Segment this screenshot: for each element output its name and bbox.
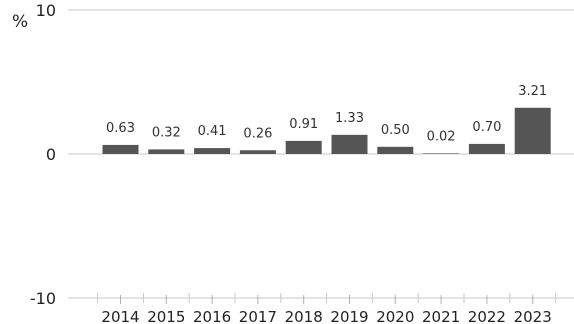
x-tick-label: 2023 (514, 308, 552, 324)
bar-2019 (331, 134, 368, 154)
data-label-2017: 0.26 (243, 126, 272, 141)
data-label-2020: 0.50 (381, 123, 410, 138)
data-label-2019: 1.33 (335, 111, 364, 126)
data-labels: 0.63 0.32 0.41 0.26 0.91 1.33 0.50 0.02 0.70 3.21 (106, 84, 547, 145)
bar-2014 (102, 144, 139, 154)
bar-2017 (239, 150, 276, 154)
bar-2022 (468, 143, 505, 154)
data-label-2023: 3.21 (518, 84, 547, 99)
data-label-2022: 0.70 (472, 120, 501, 135)
data-label-2018: 0.91 (289, 117, 318, 132)
data-label-2016: 0.41 (198, 124, 227, 139)
x-tick-label: 2017 (239, 308, 277, 324)
data-label-2021: 0.02 (427, 130, 456, 145)
x-tick-label: 2020 (376, 308, 414, 324)
y-tick-label: -10 (30, 289, 56, 308)
bar-2016 (194, 148, 231, 154)
bar-2018 (285, 140, 322, 154)
data-label-2014: 0.63 (106, 121, 135, 136)
bar-2020 (377, 146, 414, 154)
y-tick-label: 10 (36, 1, 56, 20)
bar-2021 (423, 153, 460, 154)
x-tick-label: 2022 (468, 308, 506, 324)
x-tick-label: 2016 (193, 308, 231, 324)
x-tick-label: 2015 (147, 308, 185, 324)
bars (102, 107, 551, 154)
x-ticks: 2014 2015 2016 2017 2018 2019 2020 2021 2022 2023 (97, 293, 557, 324)
x-tick-label: 2019 (330, 308, 368, 324)
bar-2015 (148, 149, 185, 154)
x-tick-label: 2021 (422, 308, 460, 324)
data-label-2015: 0.32 (152, 125, 181, 140)
bar-2023 (514, 107, 551, 154)
y-ticks: 10 0 -10 (30, 1, 56, 308)
y-tick-label: 0 (46, 145, 56, 164)
x-tick-label: 2014 (101, 308, 139, 324)
y-axis-unit: % (12, 12, 28, 32)
x-tick-label: 2018 (285, 308, 323, 324)
